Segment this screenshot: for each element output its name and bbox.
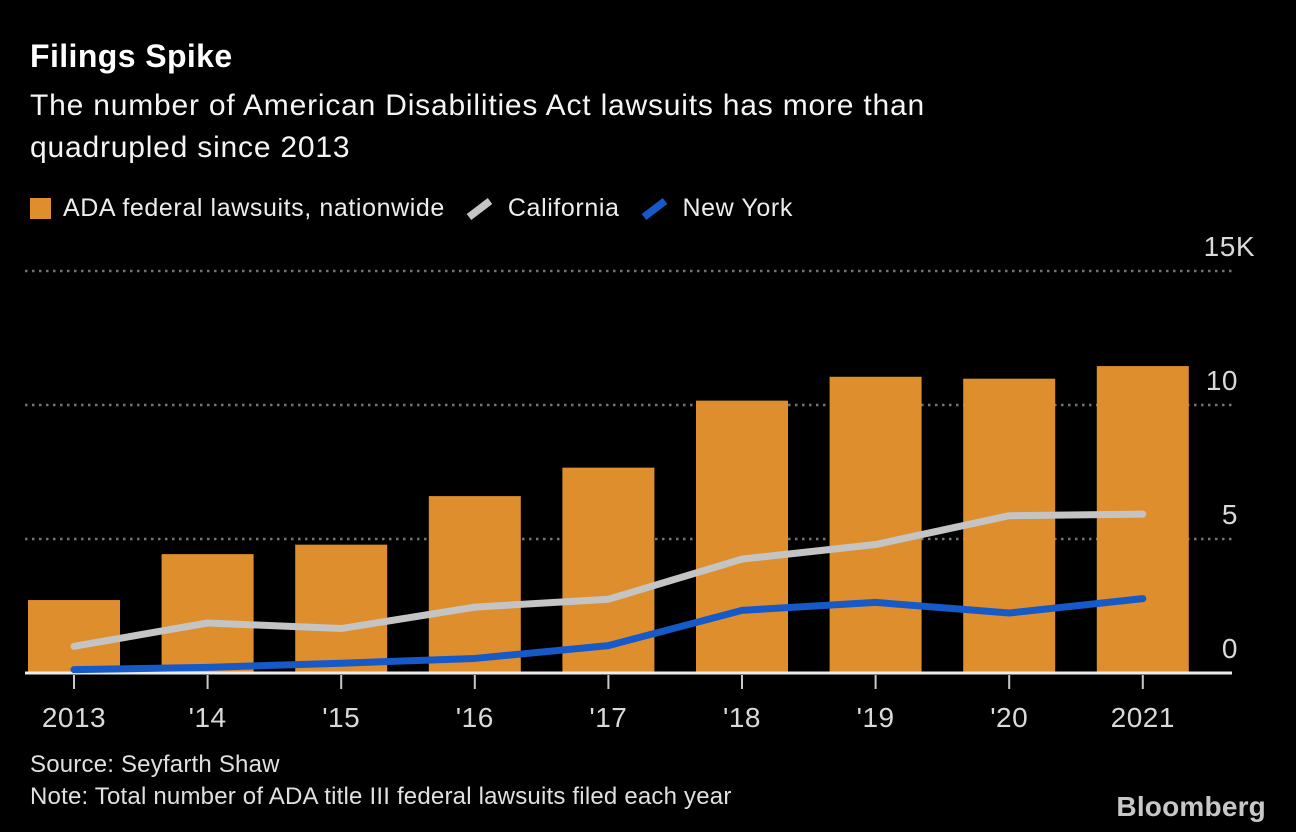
bloomberg-logo: Bloomberg — [1116, 791, 1266, 822]
bar-swatch-icon — [30, 198, 51, 219]
x-axis-label-2017: '17 — [589, 702, 627, 733]
legend-item-california: California — [464, 194, 620, 223]
x-axis-label-2018: '18 — [723, 702, 761, 733]
legend-label-nationwide: ADA federal lawsuits, nationwide — [63, 194, 445, 222]
x-axis-label-2014: '14 — [189, 702, 227, 733]
y-axis-label-15K: 15K — [1204, 231, 1255, 262]
bar-2016 — [428, 496, 521, 673]
legend-label-california: California — [507, 194, 620, 222]
x-axis-label-2013: 2013 — [42, 702, 106, 733]
legend: ADA federal lawsuits, nationwide Califor… — [30, 194, 793, 223]
x-axis-label-2021: 2021 — [1111, 702, 1175, 733]
x-axis-label-2019: '19 — [857, 702, 895, 733]
source-line: Source: Seyfarth Shaw — [30, 751, 280, 778]
bar-2019 — [829, 376, 922, 673]
chart-subtitle: The number of American Disabilities Act … — [30, 89, 925, 164]
x-axis-label-2016: '16 — [456, 702, 494, 733]
y-axis-label-0: 0 — [1222, 633, 1238, 664]
chart-title: Filings Spike — [30, 38, 233, 74]
legend-label-newyork: New York — [682, 194, 793, 222]
line-swatch-icon-newyork — [641, 197, 667, 220]
y-axis-label-5: 5 — [1222, 499, 1238, 530]
line-swatch-icon-california — [466, 197, 493, 220]
line-california — [70, 510, 1147, 650]
x-axis-label-2015: '15 — [322, 702, 360, 733]
x-axis-label-2020: '20 — [990, 702, 1028, 733]
note-line: Note: Total number of ADA title III fede… — [30, 783, 732, 810]
footnotes: Source: Seyfarth Shaw Note: Total number… — [30, 749, 732, 813]
legend-item-nationwide: ADA federal lawsuits, nationwide — [30, 194, 445, 223]
y-axis-label-10: 10 — [1206, 365, 1238, 396]
legend-item-newyork: New York — [639, 194, 793, 223]
bar-2018 — [696, 400, 788, 673]
bar-2015 — [295, 544, 388, 673]
bar-2014 — [161, 554, 254, 673]
bar-2013 — [28, 600, 120, 673]
bar-2021 — [1096, 366, 1189, 673]
line-new-york — [70, 595, 1147, 674]
